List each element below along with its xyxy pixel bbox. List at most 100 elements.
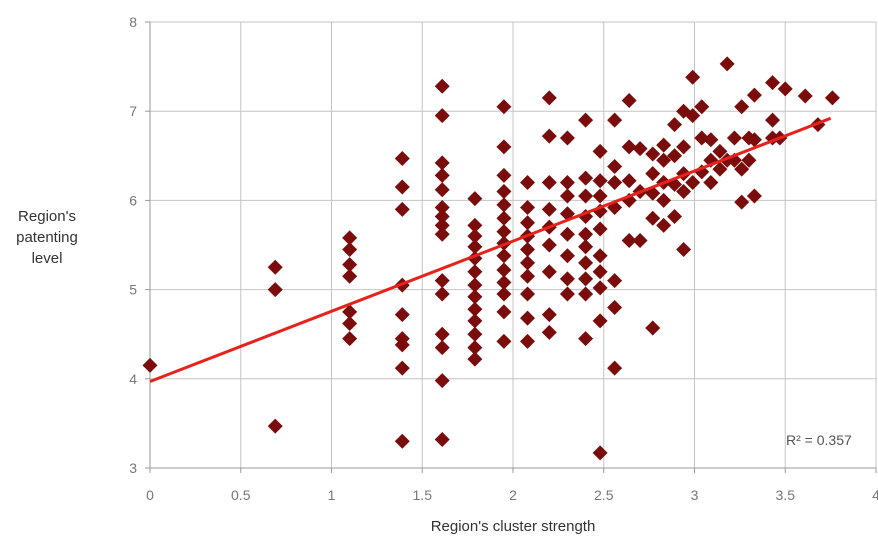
data-point <box>633 141 648 156</box>
data-point <box>520 215 535 230</box>
data-point <box>520 200 535 215</box>
y-axis-label-line: Region's <box>4 206 90 227</box>
data-point <box>542 202 557 217</box>
data-point <box>467 327 482 342</box>
data-point <box>593 221 608 236</box>
data-point <box>685 70 700 85</box>
data-point <box>496 248 511 263</box>
data-point <box>395 151 410 166</box>
data-point <box>765 75 780 90</box>
y-tick-label: 8 <box>129 14 137 30</box>
data-point <box>520 255 535 270</box>
data-point <box>798 89 813 104</box>
y-axis-label-line: level <box>4 248 90 269</box>
data-point <box>342 242 357 257</box>
data-point <box>542 264 557 279</box>
y-tick-label: 3 <box>129 460 137 476</box>
data-point <box>520 287 535 302</box>
data-point <box>593 173 608 188</box>
data-point <box>667 209 682 224</box>
data-point <box>622 173 637 188</box>
data-point <box>593 248 608 263</box>
data-point <box>593 144 608 159</box>
data-point <box>593 445 608 460</box>
trendline <box>150 118 831 381</box>
data-point <box>656 138 671 153</box>
data-point <box>435 79 450 94</box>
data-point <box>395 307 410 322</box>
y-axis-label-line: patenting <box>4 227 90 248</box>
data-point <box>734 195 749 210</box>
y-axis-label: Region's patenting level <box>4 206 90 269</box>
gridlines <box>145 22 876 473</box>
data-point <box>542 238 557 253</box>
data-point <box>734 99 749 114</box>
data-point <box>560 175 575 190</box>
data-point <box>467 264 482 279</box>
x-tick-label: 0 <box>146 487 154 503</box>
data-point <box>268 282 283 297</box>
data-point <box>435 108 450 123</box>
data-point <box>560 248 575 263</box>
data-point <box>607 159 622 174</box>
data-point <box>496 139 511 154</box>
data-point <box>467 313 482 328</box>
data-point <box>703 175 718 190</box>
data-point <box>520 311 535 326</box>
data-point <box>607 273 622 288</box>
data-point <box>607 300 622 315</box>
data-point <box>467 352 482 367</box>
data-point <box>520 269 535 284</box>
data-point <box>435 340 450 355</box>
data-point <box>560 188 575 203</box>
data-point <box>496 287 511 302</box>
data-point <box>520 242 535 257</box>
data-point <box>593 280 608 295</box>
data-point <box>342 269 357 284</box>
data-point <box>467 191 482 206</box>
data-point <box>727 130 742 145</box>
data-point <box>667 117 682 132</box>
data-point <box>645 166 660 181</box>
data-point <box>578 239 593 254</box>
data-point <box>656 193 671 208</box>
data-point <box>645 211 660 226</box>
data-point <box>342 331 357 346</box>
data-point <box>496 304 511 319</box>
data-point <box>578 188 593 203</box>
data-point <box>435 182 450 197</box>
data-point <box>633 233 648 248</box>
data-point <box>342 316 357 331</box>
data-point <box>578 287 593 302</box>
data-point <box>435 432 450 447</box>
data-point <box>496 211 511 226</box>
x-axis-label-line: Region's cluster strength <box>431 518 596 535</box>
x-tick-label: 1.5 <box>413 487 433 503</box>
data-point <box>578 171 593 186</box>
data-point <box>435 273 450 288</box>
data-point <box>520 334 535 349</box>
data-point <box>747 188 762 203</box>
data-point <box>143 358 158 373</box>
data-point <box>607 175 622 190</box>
y-tick-label: 5 <box>129 282 137 298</box>
data-point <box>578 255 593 270</box>
x-tick-label: 3.5 <box>776 487 796 503</box>
x-tick-label: 2.5 <box>594 487 614 503</box>
data-point <box>825 90 840 105</box>
data-point <box>435 227 450 242</box>
data-point <box>395 361 410 376</box>
data-points <box>143 56 840 460</box>
y-tick-label: 7 <box>129 103 137 119</box>
data-point <box>765 113 780 128</box>
data-point <box>747 88 762 103</box>
data-point <box>435 327 450 342</box>
data-point <box>435 373 450 388</box>
data-point <box>496 334 511 349</box>
r-squared-label: R² = 0.357 <box>786 432 852 448</box>
data-point <box>542 175 557 190</box>
data-point <box>607 361 622 376</box>
data-point <box>395 202 410 217</box>
data-point <box>496 99 511 114</box>
data-point <box>395 434 410 449</box>
